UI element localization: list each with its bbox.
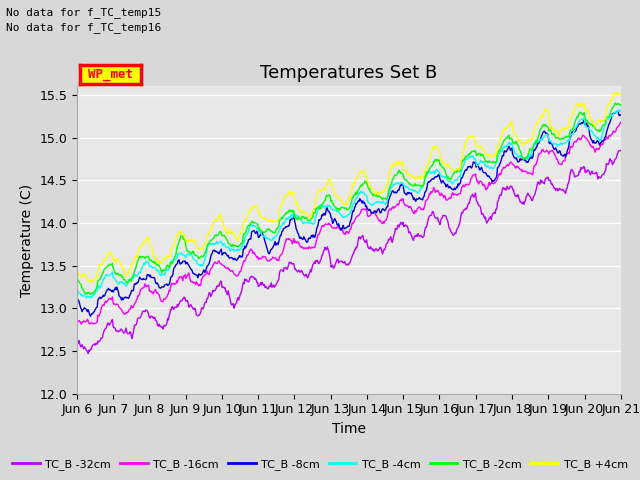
Line: TC_B -16cm: TC_B -16cm xyxy=(77,122,621,324)
TC_B -8cm xyxy=(83,307,90,313)
Legend: TC_B -32cm, TC_B -16cm, TC_B -8cm, TC_B -4cm, TC_B -2cm, TC_B +4cm: TC_B -32cm, TC_B -16cm, TC_B -8cm, TC_B … xyxy=(8,455,632,474)
TC_B -16cm xyxy=(77,321,85,327)
TC_B -32cm xyxy=(83,348,90,353)
TC_B +4cm xyxy=(195,246,202,252)
Y-axis label: Temperature (C): Temperature (C) xyxy=(20,183,34,297)
TC_B -2cm xyxy=(612,100,620,106)
TC_B -32cm xyxy=(84,350,92,356)
Text: No data for f_TC_temp15: No data for f_TC_temp15 xyxy=(6,7,162,18)
TC_B -8cm xyxy=(416,195,424,201)
Line: TC_B +4cm: TC_B +4cm xyxy=(77,93,621,282)
X-axis label: Time: Time xyxy=(332,422,366,436)
TC_B +4cm xyxy=(140,240,147,246)
TC_B +4cm xyxy=(416,174,424,180)
TC_B -32cm xyxy=(195,312,202,318)
TC_B -16cm xyxy=(617,120,625,125)
TC_B -16cm xyxy=(431,190,439,195)
TC_B -4cm xyxy=(140,262,147,267)
TC_B -2cm xyxy=(73,276,81,282)
TC_B -32cm xyxy=(617,147,625,153)
TC_B -32cm xyxy=(140,308,147,314)
TC_B -32cm xyxy=(73,340,81,346)
Line: TC_B -32cm: TC_B -32cm xyxy=(77,150,621,353)
TC_B -8cm xyxy=(86,313,94,319)
TC_B -4cm xyxy=(195,262,202,267)
TC_B -4cm xyxy=(617,108,625,113)
TC_B +4cm xyxy=(431,145,439,151)
TC_B -16cm xyxy=(223,265,231,271)
Text: No data for f_TC_temp16: No data for f_TC_temp16 xyxy=(6,22,162,33)
TC_B +4cm xyxy=(611,90,619,96)
TC_B -8cm xyxy=(140,276,147,281)
TC_B -8cm xyxy=(223,253,231,259)
TC_B +4cm xyxy=(223,231,231,237)
TC_B -4cm xyxy=(431,168,439,174)
TC_B -8cm xyxy=(195,271,202,277)
TC_B -16cm xyxy=(140,285,147,291)
TC_B -4cm xyxy=(73,287,81,292)
TC_B -2cm xyxy=(416,182,424,188)
Line: TC_B -4cm: TC_B -4cm xyxy=(77,110,621,298)
TC_B -2cm xyxy=(431,156,439,162)
TC_B -4cm xyxy=(84,293,92,299)
TC_B -8cm xyxy=(614,108,621,114)
TC_B -4cm xyxy=(223,244,231,250)
TC_B -16cm xyxy=(84,316,92,322)
Title: Temperatures Set B: Temperatures Set B xyxy=(260,64,437,82)
TC_B -8cm xyxy=(73,298,81,303)
TC_B +4cm xyxy=(617,91,625,97)
TC_B -32cm xyxy=(223,292,231,298)
TC_B -8cm xyxy=(431,174,439,180)
TC_B -16cm xyxy=(195,283,202,288)
TC_B -4cm xyxy=(416,188,424,194)
TC_B -16cm xyxy=(416,204,424,210)
Line: TC_B -8cm: TC_B -8cm xyxy=(77,111,621,316)
TC_B -2cm xyxy=(223,237,231,243)
Line: TC_B -2cm: TC_B -2cm xyxy=(77,103,621,294)
TC_B +4cm xyxy=(88,279,96,285)
TC_B -2cm xyxy=(86,291,94,297)
TC_B +4cm xyxy=(83,275,90,281)
TC_B -8cm xyxy=(617,112,625,118)
TC_B -2cm xyxy=(195,256,202,262)
TC_B -16cm xyxy=(73,315,81,321)
TC_B +4cm xyxy=(73,268,81,274)
TC_B -4cm xyxy=(83,295,90,301)
TC_B -32cm xyxy=(431,215,439,221)
TC_B -2cm xyxy=(83,291,90,297)
TC_B -2cm xyxy=(140,254,147,260)
Text: WP_met: WP_met xyxy=(88,68,133,81)
TC_B -2cm xyxy=(617,103,625,108)
TC_B -32cm xyxy=(416,233,424,239)
TC_B -4cm xyxy=(614,107,622,113)
